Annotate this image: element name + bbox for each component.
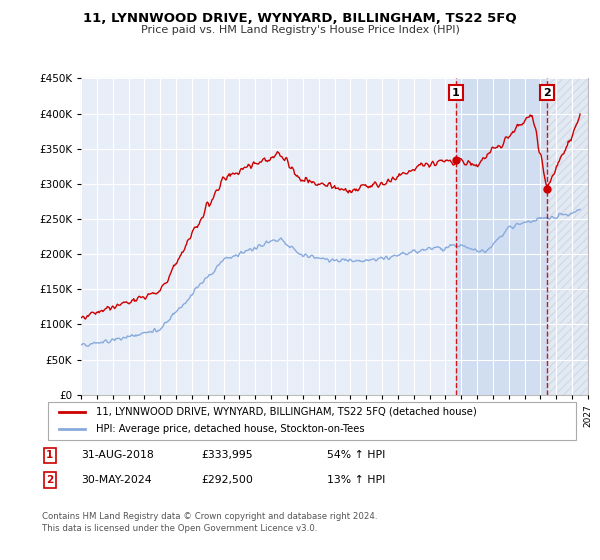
Text: 2: 2 (543, 87, 551, 97)
Text: 31-AUG-2018: 31-AUG-2018 (81, 450, 154, 460)
Text: HPI: Average price, detached house, Stockton-on-Tees: HPI: Average price, detached house, Stoc… (95, 424, 364, 435)
Text: 1: 1 (452, 87, 460, 97)
Text: 11, LYNNWOOD DRIVE, WYNYARD, BILLINGHAM, TS22 5FQ (detached house): 11, LYNNWOOD DRIVE, WYNYARD, BILLINGHAM,… (95, 407, 476, 417)
Text: £292,500: £292,500 (201, 475, 253, 485)
FancyBboxPatch shape (48, 402, 576, 440)
Text: 2: 2 (46, 475, 53, 485)
Text: Contains HM Land Registry data © Crown copyright and database right 2024.
This d: Contains HM Land Registry data © Crown c… (42, 512, 377, 533)
Text: 30-MAY-2024: 30-MAY-2024 (81, 475, 152, 485)
Text: 11, LYNNWOOD DRIVE, WYNYARD, BILLINGHAM, TS22 5FQ: 11, LYNNWOOD DRIVE, WYNYARD, BILLINGHAM,… (83, 12, 517, 25)
Text: Price paid vs. HM Land Registry's House Price Index (HPI): Price paid vs. HM Land Registry's House … (140, 25, 460, 35)
Text: 1: 1 (46, 450, 53, 460)
Bar (547, 78, 588, 395)
Text: 13% ↑ HPI: 13% ↑ HPI (327, 475, 385, 485)
Text: £333,995: £333,995 (201, 450, 253, 460)
Text: 54% ↑ HPI: 54% ↑ HPI (327, 450, 385, 460)
Bar (456, 78, 547, 395)
